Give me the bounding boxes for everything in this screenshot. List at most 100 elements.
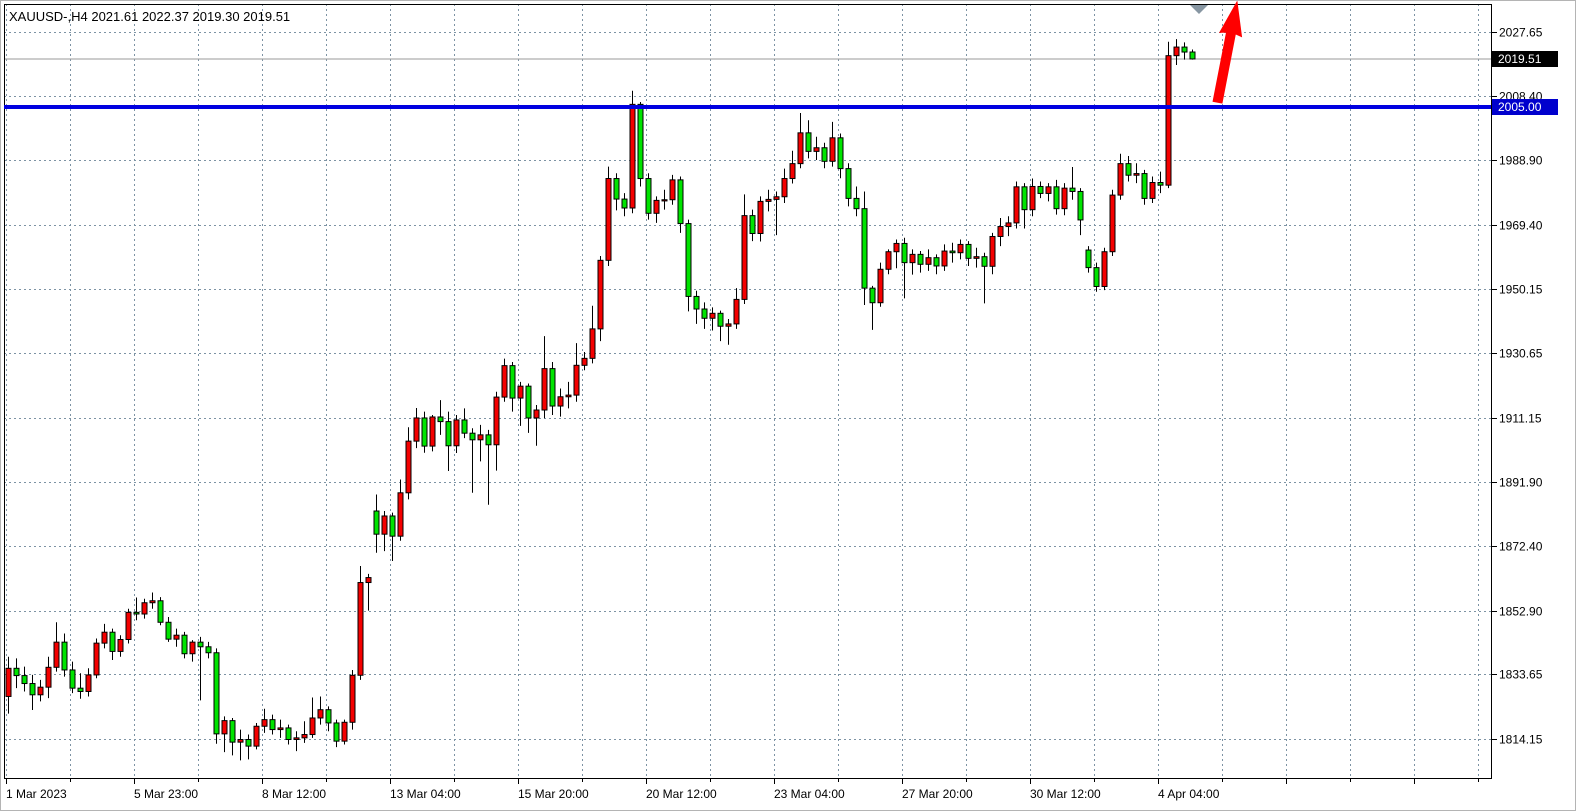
candle-body xyxy=(565,394,572,398)
candle-body xyxy=(789,163,796,180)
candle-body xyxy=(989,235,996,267)
candle-body xyxy=(381,515,388,535)
candle-body xyxy=(501,365,508,398)
candle-body xyxy=(493,396,500,446)
price-axis-label: 1969.40 xyxy=(1499,219,1543,233)
price-axis-label: 2027.65 xyxy=(1499,26,1543,40)
arrow-up-object[interactable] xyxy=(1212,1,1243,104)
candle-body xyxy=(1021,186,1028,211)
candle-body xyxy=(869,287,876,304)
drawing-objects-layer xyxy=(4,1,1491,109)
time-axis-label: 5 Mar 23:00 xyxy=(134,787,198,801)
candle-body xyxy=(453,419,460,447)
candle-body xyxy=(885,251,892,270)
candle-body xyxy=(397,492,404,537)
candle-body xyxy=(621,198,628,209)
candle-body xyxy=(197,641,204,648)
candles-layer xyxy=(5,39,1196,761)
current-price-tag-bg xyxy=(1492,51,1558,67)
candle-body xyxy=(485,434,492,446)
candle-body xyxy=(141,602,148,615)
time-axis-label: 13 Mar 04:00 xyxy=(390,787,461,801)
candle-body xyxy=(1005,222,1012,228)
candle-body xyxy=(1093,267,1100,287)
price-axis-label: 1988.90 xyxy=(1499,154,1543,168)
candle-body xyxy=(533,409,540,419)
candle-body xyxy=(285,727,292,741)
candle-body xyxy=(781,178,788,198)
price-axis-label: 1814.15 xyxy=(1499,733,1543,747)
candle-body xyxy=(133,611,140,615)
candle-body xyxy=(909,253,916,264)
candle-body xyxy=(645,178,652,214)
candle-body xyxy=(541,368,548,411)
candle-body xyxy=(357,582,364,676)
candle-body xyxy=(1157,182,1164,186)
candle-body xyxy=(213,652,220,735)
candle-body xyxy=(709,312,716,319)
candle-body xyxy=(341,721,348,742)
candle-body xyxy=(437,416,444,423)
candle-body xyxy=(917,253,924,265)
candle-body xyxy=(93,642,100,676)
candle-body xyxy=(613,178,620,200)
candle-body xyxy=(45,666,52,688)
candle-body xyxy=(53,641,60,668)
price-axis-label: 1872.40 xyxy=(1499,540,1543,554)
candle-body xyxy=(669,179,676,201)
candle-body xyxy=(421,417,428,447)
candle-body xyxy=(1029,185,1036,211)
candle-body xyxy=(925,257,932,265)
candle-body xyxy=(173,634,180,640)
candle-body xyxy=(1189,51,1196,60)
candle-body xyxy=(701,308,708,319)
candle-body xyxy=(517,385,524,399)
candle-body xyxy=(389,515,396,537)
candle-body xyxy=(901,242,908,264)
candle-body xyxy=(765,198,772,202)
candle-body xyxy=(5,667,12,697)
candle-body xyxy=(189,641,196,655)
chart-shift-marker-icon[interactable] xyxy=(1190,5,1208,14)
candle-body xyxy=(693,295,700,310)
candle-body xyxy=(85,674,92,692)
axes-layer: 2027.652008.401988.901969.401950.151930.… xyxy=(6,26,1558,801)
candle-body xyxy=(229,720,236,743)
candle-body xyxy=(949,250,956,254)
time-axis-label: 4 Apr 04:00 xyxy=(1158,787,1220,801)
price-axis-label: 1833.65 xyxy=(1499,668,1543,682)
hline-price-tag: 2005.00 xyxy=(1498,100,1542,114)
candle-body xyxy=(1069,187,1076,192)
candle-body xyxy=(997,226,1004,237)
candle-body xyxy=(853,197,860,210)
candle-body xyxy=(877,268,884,304)
candle-body xyxy=(37,686,44,696)
candle-body xyxy=(301,734,308,739)
candle-body xyxy=(1149,182,1156,199)
time-axis-label: 15 Mar 20:00 xyxy=(518,787,589,801)
candle-body xyxy=(861,208,868,289)
candle-body xyxy=(573,364,580,396)
candle-body xyxy=(333,722,340,742)
candle-body xyxy=(981,256,988,267)
candle-body xyxy=(349,674,356,723)
candle-body xyxy=(317,709,324,719)
candle-body xyxy=(589,328,596,359)
price-axis-label: 1852.90 xyxy=(1499,605,1543,619)
candle-body xyxy=(677,179,684,225)
candle-body xyxy=(1037,185,1044,194)
candle-body xyxy=(797,132,804,165)
candle-body xyxy=(69,669,76,689)
candle-body xyxy=(205,646,212,654)
candle-body xyxy=(749,215,756,235)
candle-body xyxy=(1061,187,1068,210)
candle-body xyxy=(1141,173,1148,199)
candle-body xyxy=(717,312,724,327)
candle-body xyxy=(1109,194,1116,253)
candle-body xyxy=(557,396,564,407)
candle-body xyxy=(365,577,372,584)
candle-body xyxy=(21,675,28,685)
candle-body xyxy=(653,199,660,214)
